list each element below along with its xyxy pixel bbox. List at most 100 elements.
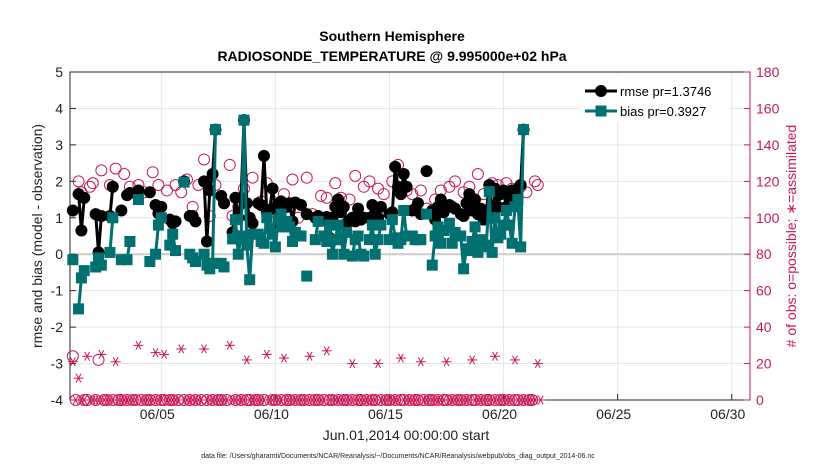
bias-marker [372,234,384,246]
obs-possible-marker [86,177,99,190]
bias-marker [207,257,219,269]
y-tick-label: 2 [55,173,63,189]
bias-marker [375,219,387,231]
rmse-marker [469,193,482,206]
bias-marker [366,219,378,231]
metric-series [66,114,530,315]
rmse-marker [143,186,156,199]
bias-marker [518,124,530,136]
obs-possible-marker [198,153,211,166]
obs-assimilated-marker [176,344,187,354]
bias-marker [483,186,495,198]
rmse-marker [155,200,168,213]
bias-marker [506,237,518,249]
y-right-tick-label: 40 [756,319,772,335]
bias-marker [455,230,467,242]
bias-marker [229,214,241,226]
bias-marker [421,208,433,220]
obs-assimilated-marker [150,348,161,358]
bias-marker [369,248,381,260]
bias-marker [463,245,475,257]
rmse-marker [491,200,504,213]
obs-possible-marker [449,175,462,188]
legend-rmse-label: rmse pr=1.3746 [620,84,711,99]
obs-count-series [66,153,546,406]
y-tick-label: -3 [51,356,64,372]
bias-marker [489,212,501,224]
bias-marker [515,241,527,253]
rmse-marker [198,175,211,188]
rmse-marker [457,209,470,222]
y-axis-right-label: # of obs: o=possible; ∗=assimilated [783,125,799,348]
obs-assimilated-marker [535,395,546,405]
bias-marker [395,234,407,246]
obs-possible-marker [223,158,236,171]
bias-marker [383,234,395,246]
y-tick-label: -2 [51,319,64,335]
bias-marker [332,219,344,231]
obs-assimilated-marker [133,340,144,350]
obs-possible-marker [471,168,484,181]
bias-marker [466,235,478,247]
obs-assimilated-marker [159,349,170,360]
obs-assimilated-marker [467,355,478,365]
obs-possible-marker [300,171,313,184]
bias-marker [155,212,167,224]
obs-assimilated-marker [278,353,289,363]
obs-possible-marker [363,175,376,188]
obs-assimilated-marker [415,357,426,367]
obs-possible-marker [160,184,173,197]
bias-marker [115,254,127,266]
bias-marker [480,239,492,251]
obs-assimilated-marker [347,358,358,369]
bias-marker [432,221,444,233]
bias-marker [150,248,162,260]
bias-marker [275,208,287,220]
bias-marker [429,230,441,242]
x-tick-label: 06/30 [710,406,745,422]
obs-assimilated-marker [261,349,272,360]
bias-marker [198,248,210,260]
rmse-marker [200,235,213,248]
rmse-marker [411,197,424,210]
obs-assimilated-marker [321,346,332,356]
rmse-marker [106,180,119,193]
y-right-tick-label: 80 [756,246,772,262]
legend: rmse pr=1.3746 bias pr=0.3927 [580,76,730,122]
rmse-marker [218,197,231,210]
bias-marker [124,235,136,247]
bias-marker [335,234,347,246]
y-axis-label: rmse and bias (model - observation) [29,124,45,348]
bias-marker [267,228,279,240]
rmse-marker [66,204,79,217]
bias-marker [121,254,133,266]
bias-marker [386,214,398,226]
obs-possible-marker [531,178,544,191]
bias-marker [152,219,164,231]
bias-marker [326,248,338,260]
y-right-tick-label: 0 [756,392,764,408]
y-tick-label: -4 [51,392,64,408]
bias-marker [241,239,253,251]
rmse-marker [206,168,219,181]
rmse-marker [337,200,350,213]
bias-marker [443,217,455,229]
obs-possible-marker [286,173,299,186]
bias-marker [486,246,498,258]
bias-marker [469,221,481,233]
y-tick-label: 1 [55,210,63,226]
rmse-marker [75,224,88,237]
y-right-tick-label: 20 [756,356,772,372]
rmse-marker [95,209,108,222]
bias-marker [75,272,87,284]
obs-possible-marker [329,177,342,190]
y-tick-label: -1 [51,283,64,299]
bias-marker [503,219,515,231]
bias-marker [309,234,321,246]
bias-marker [509,201,521,213]
obs-possible-marker [320,191,333,204]
rmse-marker [352,202,365,215]
x-tick-label: 06/15 [368,406,403,422]
obs-assimilated-marker [373,358,384,369]
